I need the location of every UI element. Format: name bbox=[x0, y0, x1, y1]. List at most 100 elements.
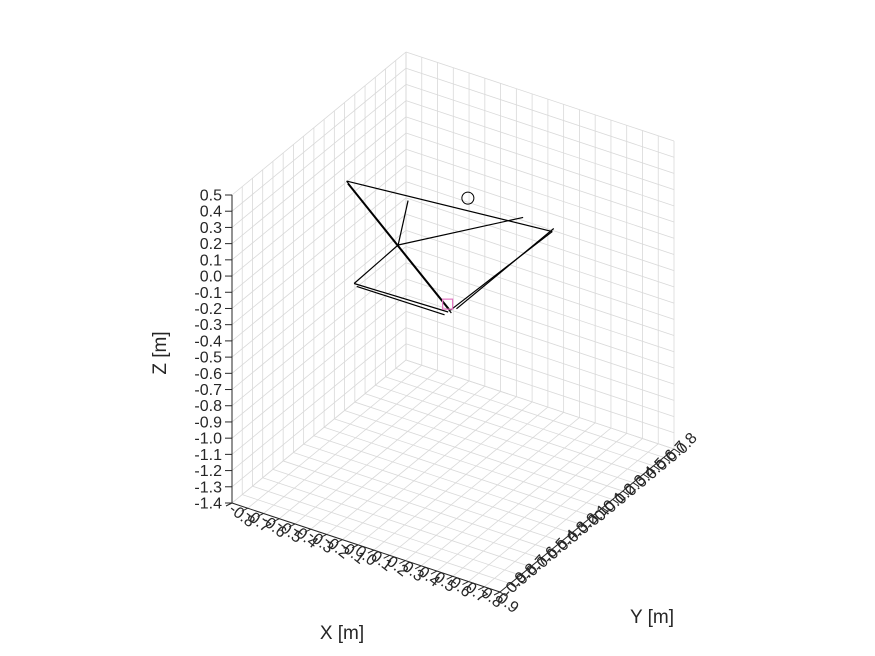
grid-line bbox=[326, 391, 501, 535]
grid-line bbox=[344, 410, 613, 500]
grid-line bbox=[231, 246, 407, 390]
y-tick-mark bbox=[550, 549, 558, 555]
grid-line bbox=[231, 197, 407, 342]
x-tick-mark bbox=[225, 502, 233, 507]
grid-line bbox=[357, 401, 533, 546]
grid-line bbox=[231, 165, 407, 309]
grid-line bbox=[405, 213, 675, 304]
grid-line bbox=[483, 443, 659, 588]
tick-labels: -1.4-1.3-1.2-1.1-1.0-0.9-0.8-0.7-0.6-0.5… bbox=[194, 188, 701, 617]
y-tick-mark bbox=[561, 541, 568, 546]
structure-segment bbox=[398, 216, 524, 246]
x-tick-mark bbox=[320, 533, 327, 538]
grid-line bbox=[231, 327, 407, 471]
grid-line bbox=[405, 51, 675, 142]
x-tick-mark bbox=[446, 575, 453, 580]
x-tick-mark bbox=[383, 554, 390, 559]
grid-line bbox=[405, 310, 675, 401]
grid-line bbox=[231, 67, 407, 212]
structure-segment bbox=[356, 285, 445, 316]
z-tick-label: 0.2 bbox=[200, 236, 222, 253]
z-tick-label: 0.5 bbox=[200, 188, 222, 205]
grid-line bbox=[452, 432, 627, 577]
grid-line bbox=[293, 452, 562, 542]
y-axis-line bbox=[499, 448, 675, 593]
x-tick-mark bbox=[462, 581, 469, 585]
y-tick-mark bbox=[591, 515, 599, 521]
circle-marker bbox=[461, 191, 475, 205]
square-marker bbox=[442, 298, 454, 310]
grid-line bbox=[405, 116, 675, 207]
grid-line bbox=[231, 116, 407, 261]
x-tick-mark bbox=[288, 523, 296, 528]
x-tick-mark bbox=[304, 528, 312, 533]
grid-line bbox=[272, 468, 542, 559]
structure-segment bbox=[449, 231, 553, 311]
x-axis-label: X [m] bbox=[320, 623, 364, 644]
grid-line bbox=[468, 438, 643, 582]
grid-line bbox=[405, 67, 675, 158]
y-tick-mark bbox=[643, 473, 650, 479]
grid-line bbox=[373, 406, 549, 551]
grid-line bbox=[310, 385, 486, 530]
x-tick-mark bbox=[241, 507, 248, 512]
grid-line bbox=[231, 294, 407, 439]
x-tick-mark bbox=[399, 560, 406, 565]
x-tick-mark bbox=[478, 586, 485, 591]
y-tick-mark bbox=[673, 448, 681, 454]
grid-line bbox=[231, 51, 407, 196]
grid-line bbox=[405, 327, 675, 417]
grid-line bbox=[231, 213, 407, 358]
grid-line bbox=[389, 412, 564, 556]
data-series bbox=[346, 180, 555, 316]
z-tick-label: -0.5 bbox=[194, 350, 222, 367]
structure-segment bbox=[347, 183, 452, 314]
grid-line bbox=[323, 426, 593, 517]
z-tick-label: -0.8 bbox=[194, 398, 222, 415]
z-tick-label: 0.3 bbox=[200, 220, 222, 237]
grid-line bbox=[405, 294, 675, 385]
grid-line bbox=[303, 443, 572, 534]
z-tick-label: -0.1 bbox=[194, 285, 222, 302]
grid-line bbox=[342, 396, 517, 540]
x-axis-line bbox=[231, 502, 501, 593]
grid-line bbox=[436, 427, 612, 572]
z-axis-label: Z [m] bbox=[150, 331, 171, 374]
y-tick-mark bbox=[530, 566, 537, 572]
grid-line bbox=[231, 343, 407, 488]
z-tick-label: -1.0 bbox=[194, 431, 222, 448]
grid-line bbox=[231, 262, 407, 407]
y-tick-mark bbox=[612, 499, 619, 504]
grid-line bbox=[231, 181, 407, 325]
grid-line bbox=[405, 197, 675, 288]
x-tick-mark bbox=[257, 513, 264, 517]
grid-line bbox=[405, 148, 675, 239]
x-tick-mark bbox=[414, 565, 422, 570]
z-tick-label: 0.4 bbox=[200, 204, 222, 221]
grid-line bbox=[231, 84, 407, 228]
grid-line bbox=[283, 460, 552, 551]
grid-line bbox=[405, 100, 675, 191]
y-tick-mark bbox=[581, 524, 589, 530]
z-tick-label: -1.4 bbox=[194, 496, 222, 513]
y-tick-mark bbox=[509, 583, 517, 589]
y-tick-mark bbox=[540, 557, 548, 563]
x-tick-mark bbox=[367, 549, 375, 554]
z-tick-label: -0.4 bbox=[194, 333, 222, 350]
y-tick-mark bbox=[663, 456, 671, 462]
y-tick-mark bbox=[632, 482, 640, 488]
grid-line bbox=[231, 359, 407, 504]
grid-line bbox=[395, 368, 664, 458]
grid-line bbox=[262, 477, 531, 568]
grid-line bbox=[405, 359, 675, 450]
z-tick-label: -0.6 bbox=[194, 366, 222, 383]
grid-line bbox=[375, 384, 644, 475]
x-tick-mark bbox=[493, 591, 501, 596]
y-tick-mark bbox=[622, 490, 630, 496]
grid-line bbox=[231, 148, 407, 293]
structure-segment bbox=[346, 180, 553, 233]
grid-line bbox=[263, 370, 438, 514]
z-tick-label: -0.2 bbox=[194, 301, 222, 318]
grid-line bbox=[231, 278, 407, 423]
